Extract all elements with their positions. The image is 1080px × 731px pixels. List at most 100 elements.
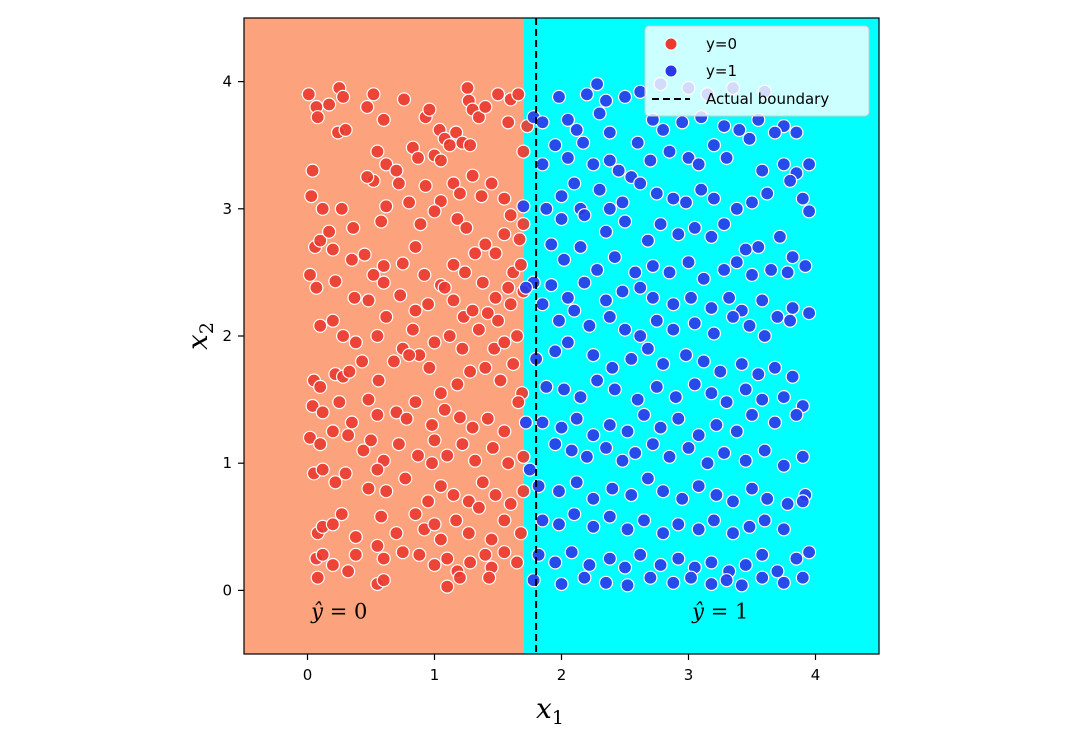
- point-y1-91: [729, 255, 744, 270]
- point-y1-230: [704, 555, 719, 570]
- point-y0-95: [421, 297, 436, 312]
- point-y0-158: [363, 433, 379, 448]
- point-y1-68: [598, 224, 614, 239]
- point-y0-64: [497, 227, 512, 242]
- point-y1-252: [518, 280, 534, 295]
- legend-marker-y0: [664, 37, 678, 51]
- point-y0-75: [395, 256, 410, 271]
- point-y0-177: [398, 471, 413, 486]
- point-y1-143: [539, 379, 554, 394]
- point-y1-206: [567, 506, 582, 522]
- point-y1-119: [633, 328, 648, 344]
- point-y1-126: [757, 328, 772, 344]
- point-y1-75: [716, 217, 732, 232]
- point-y1-249: [776, 575, 791, 590]
- point-y1-99: [577, 275, 592, 290]
- point-y1-207: [586, 519, 601, 534]
- point-y1-115: [567, 303, 582, 318]
- legend-label-y0: y=0: [706, 35, 737, 53]
- point-y0-188: [325, 517, 340, 532]
- point-y1-167: [691, 428, 706, 443]
- point-y0-155: [325, 424, 340, 439]
- point-y0-141: [361, 392, 376, 407]
- point-y0-68: [313, 233, 328, 248]
- point-y1-66: [554, 211, 569, 227]
- point-y0-132: [463, 364, 478, 379]
- point-y0-6: [360, 99, 375, 115]
- point-y1-78: [772, 229, 788, 244]
- point-y0-218: [497, 545, 512, 560]
- point-y1-107: [721, 290, 737, 305]
- point-y0-192: [389, 526, 404, 541]
- point-y0-172: [328, 475, 343, 490]
- point-y1-137: [696, 354, 711, 369]
- point-y1-80: [544, 237, 559, 252]
- point-y0-154: [313, 437, 328, 452]
- point-y1-202: [780, 496, 795, 511]
- point-y1-192: [605, 481, 620, 496]
- point-y1-130: [560, 335, 576, 350]
- point-y1-32: [586, 157, 601, 172]
- point-y0-60: [450, 211, 465, 227]
- point-y1-250: [795, 570, 810, 585]
- point-y0-128: [402, 348, 417, 363]
- point-y0-139: [332, 395, 347, 410]
- point-y1-1: [535, 115, 550, 130]
- point-y1-22: [675, 115, 690, 130]
- point-y1-185: [757, 443, 772, 458]
- point-y0-92: [376, 275, 391, 290]
- point-y0-57: [402, 195, 417, 210]
- point-y1-150: [668, 390, 683, 405]
- point-y0-165: [455, 437, 470, 452]
- point-y1-50: [592, 182, 607, 197]
- x-tick-label-2: 2: [557, 666, 567, 684]
- point-y1-212: [671, 517, 686, 532]
- point-y1-131: [586, 348, 601, 363]
- y-tick-label-0: 0: [222, 581, 232, 599]
- legend-marker-y1: [664, 64, 678, 78]
- point-y1-237: [526, 573, 541, 588]
- point-y1-189: [551, 484, 567, 499]
- point-y1-147: [607, 382, 622, 397]
- legend-label-y1: y=1: [706, 62, 737, 80]
- point-y1-254: [522, 462, 537, 477]
- point-y0-147: [437, 402, 452, 417]
- point-y1-121: [666, 322, 681, 337]
- point-y1-201: [760, 491, 775, 506]
- point-y1-149: [649, 379, 664, 394]
- point-y1-58: [706, 191, 722, 206]
- legend-label-boundary: Actual boundary: [706, 90, 829, 108]
- point-y0-151: [497, 424, 512, 439]
- point-y0-118: [497, 335, 512, 350]
- point-y0-163: [427, 433, 442, 448]
- point-y1-43: [776, 157, 791, 172]
- point-y1-93: [763, 262, 779, 277]
- point-y0-116: [471, 322, 486, 337]
- point-y1-40: [706, 138, 722, 153]
- point-y1-86: [645, 258, 661, 274]
- point-y1-140: [751, 367, 766, 382]
- point-y1-240: [598, 575, 614, 590]
- point-y0-5: [336, 89, 351, 105]
- point-y0-164: [440, 448, 455, 463]
- point-y0-2: [310, 110, 325, 125]
- point-y1-98: [560, 290, 576, 305]
- point-y0-72: [357, 247, 372, 262]
- point-y0-134: [493, 373, 508, 388]
- point-y0-212: [427, 557, 442, 573]
- legend: y=0 y=1 Actual boundary: [644, 25, 870, 117]
- point-y0-179: [433, 479, 448, 494]
- point-y0-21: [490, 87, 506, 102]
- point-y1-159: [554, 420, 569, 435]
- point-y1-197: [691, 479, 706, 494]
- point-y1-2: [551, 89, 567, 105]
- point-y1-179: [645, 437, 661, 452]
- point-y0-142: [370, 407, 385, 422]
- point-y1-120: [649, 313, 664, 328]
- point-y0-91: [361, 293, 376, 308]
- point-y1-79: [785, 250, 800, 265]
- point-y1-161: [586, 428, 601, 443]
- point-y0-97: [446, 293, 461, 308]
- point-y0-10: [396, 92, 412, 107]
- point-y0-148: [452, 410, 467, 425]
